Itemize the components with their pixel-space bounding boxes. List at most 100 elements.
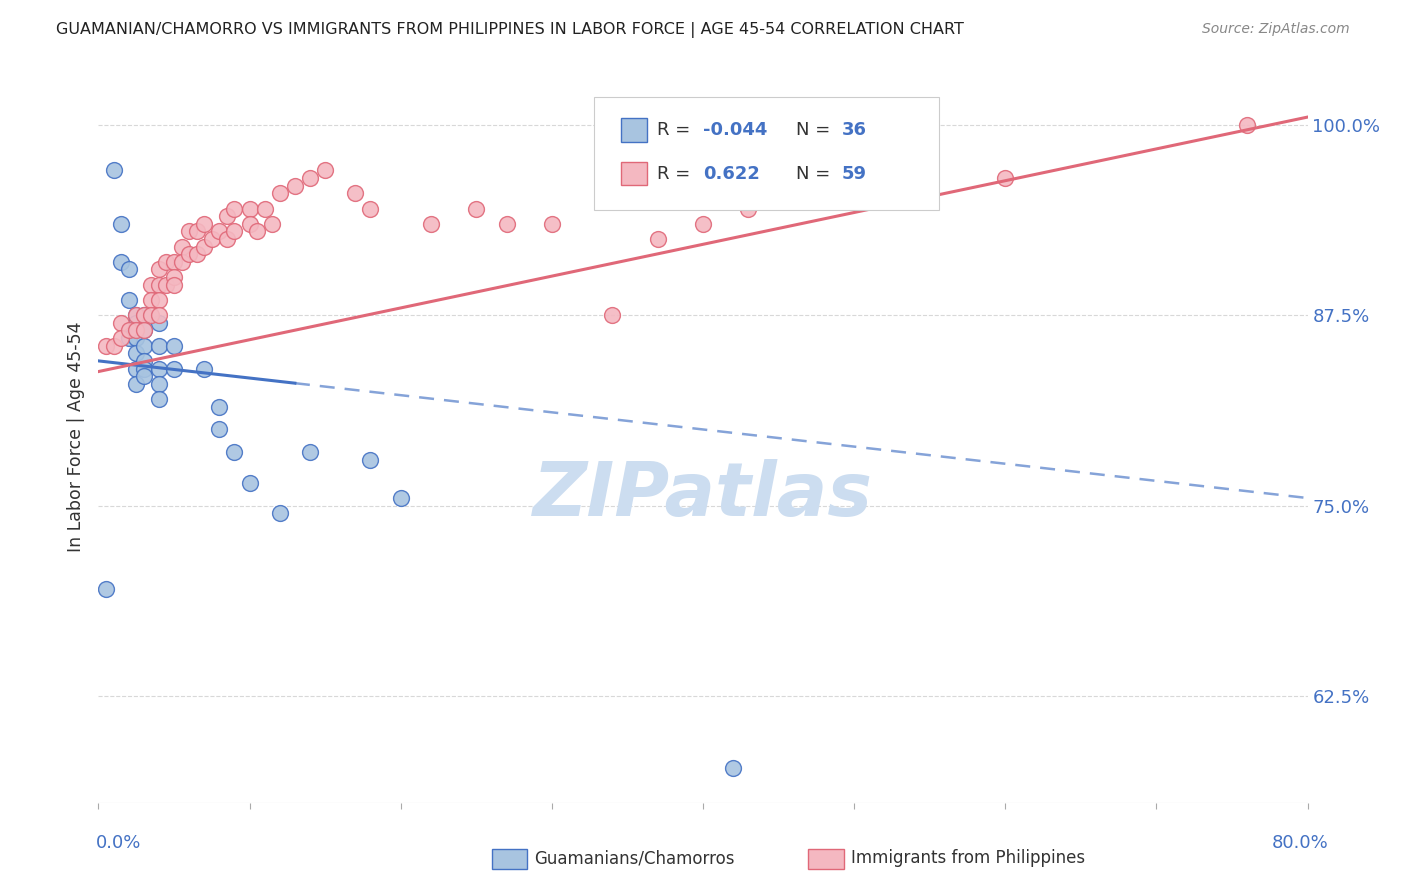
Text: Guamanians/Chamorros: Guamanians/Chamorros [534, 849, 735, 867]
Point [148, 338, 170, 352]
Point [495, 217, 517, 231]
Point [246, 224, 269, 238]
Point [125, 346, 148, 360]
Point [110, 217, 132, 231]
Text: R =: R = [657, 165, 696, 183]
Point [215, 232, 238, 246]
Text: 59: 59 [842, 165, 868, 183]
Point [163, 255, 186, 269]
Point [103, 163, 125, 178]
Point [389, 491, 412, 505]
Point [170, 239, 193, 253]
Text: 0.622: 0.622 [703, 165, 759, 183]
Point [224, 224, 246, 238]
Point [344, 186, 367, 201]
Point [797, 186, 820, 201]
Point [262, 217, 284, 231]
Point [163, 361, 186, 376]
Point [215, 209, 238, 223]
Point [540, 217, 562, 231]
Text: -0.044: -0.044 [703, 121, 768, 139]
Point [1236, 118, 1258, 132]
Point [148, 308, 170, 322]
Point [132, 361, 155, 376]
Point [110, 316, 132, 330]
Point [125, 361, 148, 376]
Point [299, 171, 322, 186]
Text: 36: 36 [842, 121, 868, 139]
Text: ZIPatlas: ZIPatlas [533, 459, 873, 533]
Text: 0.0%: 0.0% [96, 834, 141, 852]
Point [125, 316, 148, 330]
Point [360, 453, 382, 467]
Point [224, 445, 246, 459]
Point [269, 186, 291, 201]
Point [918, 178, 941, 193]
Bar [621, 118, 647, 142]
Point [125, 308, 148, 322]
Point [110, 255, 132, 269]
Point [179, 224, 201, 238]
Point [193, 217, 215, 231]
Point [125, 308, 148, 322]
Point [299, 445, 322, 459]
Point [253, 202, 276, 216]
Point [155, 255, 177, 269]
Point [602, 308, 624, 322]
Point [132, 323, 155, 337]
Point [118, 323, 141, 337]
Point [148, 361, 170, 376]
Point [170, 255, 193, 269]
Bar [621, 162, 647, 186]
Point [193, 239, 215, 253]
Text: GUAMANIAN/CHAMORRO VS IMMIGRANTS FROM PHILIPPINES IN LABOR FORCE | AGE 45-54 COR: GUAMANIAN/CHAMORRO VS IMMIGRANTS FROM PH… [56, 22, 965, 38]
Point [163, 277, 186, 292]
Point [148, 277, 170, 292]
Point [132, 308, 155, 322]
Point [314, 163, 336, 178]
Point [132, 338, 155, 352]
Point [141, 277, 163, 292]
Point [179, 247, 201, 261]
Point [141, 293, 163, 307]
Point [723, 761, 745, 775]
Point [148, 392, 170, 406]
Point [239, 475, 262, 490]
Point [148, 316, 170, 330]
Point [844, 178, 866, 193]
Point [186, 224, 208, 238]
Point [360, 202, 382, 216]
Point [239, 202, 262, 216]
Point [239, 217, 262, 231]
Point [118, 331, 141, 345]
Point [125, 331, 148, 345]
Point [224, 202, 246, 216]
Point [132, 308, 155, 322]
Point [186, 247, 208, 261]
Point [269, 506, 291, 520]
Y-axis label: In Labor Force | Age 45-54: In Labor Force | Age 45-54 [66, 322, 84, 552]
Point [148, 262, 170, 277]
Point [118, 262, 141, 277]
Text: Source: ZipAtlas.com: Source: ZipAtlas.com [1202, 22, 1350, 37]
Point [737, 202, 759, 216]
Point [465, 202, 488, 216]
Point [193, 361, 215, 376]
Text: N =: N = [796, 121, 837, 139]
Point [132, 354, 155, 368]
Point [125, 376, 148, 391]
Point [692, 217, 714, 231]
Point [208, 400, 231, 414]
Point [284, 178, 307, 193]
Text: Immigrants from Philippines: Immigrants from Philippines [851, 849, 1085, 867]
Point [201, 232, 224, 246]
Point [163, 338, 186, 352]
Point [647, 232, 669, 246]
Point [94, 338, 117, 352]
FancyBboxPatch shape [595, 97, 939, 211]
Point [420, 217, 443, 231]
Point [125, 323, 148, 337]
Point [208, 422, 231, 436]
Point [994, 171, 1017, 186]
Point [94, 582, 117, 597]
